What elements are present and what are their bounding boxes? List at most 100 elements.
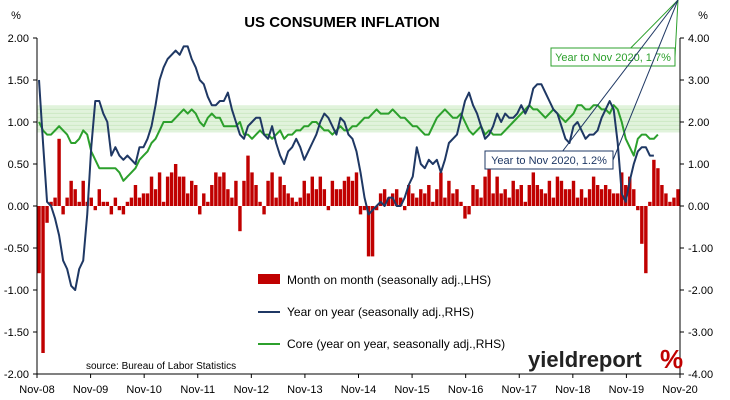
bar <box>479 197 483 206</box>
bar <box>41 206 45 353</box>
bar <box>664 193 668 206</box>
right-tick-label: -2.00 <box>688 285 713 297</box>
x-tick-label: Nov-16 <box>448 384 483 396</box>
legend: Month on month (seasonally adj.,LHS) Yea… <box>258 273 505 351</box>
bar <box>230 197 234 206</box>
bar <box>45 206 49 223</box>
logo-text: yieldreport <box>528 347 642 372</box>
bar <box>499 193 503 206</box>
bar <box>487 168 491 206</box>
bar <box>262 206 266 215</box>
bar <box>254 185 258 206</box>
bar <box>455 189 459 206</box>
right-tick-label: 2.00 <box>688 117 709 129</box>
bar <box>61 206 65 215</box>
bar <box>668 201 672 206</box>
annotation-text-yoy: Year to Nov 2020, 1.2% <box>491 155 607 167</box>
bar <box>543 193 548 206</box>
bar <box>398 197 403 206</box>
bar <box>423 193 427 206</box>
bar <box>628 176 632 206</box>
bar <box>194 185 198 206</box>
left-tick-label: -2.00 <box>4 369 29 381</box>
bar <box>407 185 411 206</box>
bar <box>198 206 202 215</box>
left-tick-label: 0.00 <box>8 201 29 213</box>
bar <box>322 189 327 206</box>
bar <box>242 180 246 206</box>
bar <box>378 193 383 206</box>
bar <box>53 197 57 206</box>
chart-title: US CONSUMER INFLATION <box>244 14 440 31</box>
bar <box>190 180 194 206</box>
annotations: Year to Nov 2020, 1.7% Year to Nov 2020, … <box>484 0 679 170</box>
bar <box>306 193 310 206</box>
bar <box>535 185 540 206</box>
right-tick-label: -1.00 <box>688 243 713 255</box>
bar <box>507 197 511 206</box>
bar <box>403 206 407 211</box>
annotation-box-yoy <box>484 150 614 170</box>
yoy-line <box>38 45 654 291</box>
annotation-leader-yoy-2 <box>612 0 679 161</box>
bar <box>302 180 306 206</box>
bar <box>644 206 648 274</box>
bar <box>97 189 101 206</box>
bar <box>515 189 519 206</box>
target-band <box>37 105 680 133</box>
bar <box>579 189 584 206</box>
bar <box>636 206 640 211</box>
x-tick-label: Nov-20 <box>662 384 697 396</box>
bar <box>471 185 475 206</box>
bar <box>298 197 302 206</box>
bar <box>591 176 596 206</box>
legend-label-yoy: Year on year (seasonally adj.,RHS) <box>287 305 474 319</box>
bar <box>539 189 544 206</box>
left-axis-unit: % <box>11 10 21 22</box>
bar <box>129 197 134 206</box>
annotation-text-core: Year to Nov 2020, 1.7% <box>555 52 671 64</box>
bar <box>435 189 439 206</box>
bar <box>77 201 81 206</box>
bar <box>632 189 636 206</box>
bar <box>527 185 532 206</box>
bar <box>575 197 580 206</box>
bar <box>459 201 463 206</box>
x-tick-label: Nov-10 <box>126 384 161 396</box>
bar <box>443 197 447 206</box>
x-tick-label: Nov-18 <box>555 384 590 396</box>
bar <box>274 197 278 206</box>
left-tick-label: -1.00 <box>4 285 29 297</box>
bar <box>439 172 443 206</box>
right-tick-label: 1.00 <box>688 159 709 171</box>
bar <box>246 155 250 206</box>
bar <box>559 180 564 206</box>
bar <box>137 197 142 206</box>
bar <box>370 206 375 257</box>
bar <box>374 206 379 211</box>
bar <box>206 201 210 206</box>
bar <box>294 201 298 206</box>
bar <box>250 172 254 206</box>
axes: -2.00 -1.50 -1.00 -0.50 0.00 0.50 1.00 1.50 2.00… <box>4 33 713 396</box>
bar <box>65 197 69 206</box>
left-tick-label: -0.50 <box>4 243 29 255</box>
bar <box>583 197 588 206</box>
bar <box>81 180 85 206</box>
bar <box>451 193 455 206</box>
bar <box>165 176 170 206</box>
bar <box>278 176 282 206</box>
left-tick-label: 0.50 <box>8 159 29 171</box>
left-tick-label: -1.50 <box>4 327 29 339</box>
bar <box>519 185 523 206</box>
yoy-lines <box>38 45 659 291</box>
bar <box>226 189 230 206</box>
bar <box>382 189 387 206</box>
bar <box>358 206 363 215</box>
bar <box>595 185 600 206</box>
bar <box>463 206 467 219</box>
bar <box>427 185 431 206</box>
right-axis-unit: % <box>698 10 708 22</box>
bar <box>419 189 423 206</box>
